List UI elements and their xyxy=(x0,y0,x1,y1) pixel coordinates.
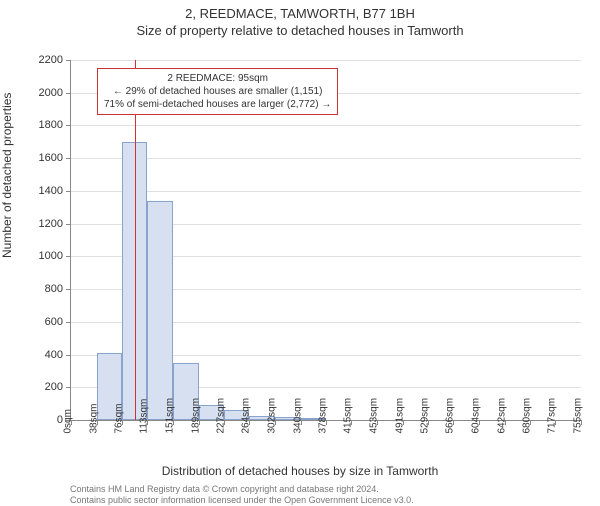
footer-line-2: Contains public sector information licen… xyxy=(70,495,414,506)
y-tick xyxy=(66,60,71,61)
y-tick-label: 600 xyxy=(23,316,63,328)
grid-line xyxy=(71,60,581,61)
grid-line xyxy=(71,191,581,192)
y-tick xyxy=(66,355,71,356)
y-tick-label: 1800 xyxy=(23,119,63,131)
y-tick-label: 1000 xyxy=(23,250,63,262)
y-tick xyxy=(66,191,71,192)
y-tick xyxy=(66,256,71,257)
annotation-box: 2 REEDMACE: 95sqm← 29% of detached house… xyxy=(97,68,338,115)
y-tick-label: 2000 xyxy=(23,87,63,99)
annotation-line: 2 REEDMACE: 95sqm xyxy=(104,72,331,85)
y-tick xyxy=(66,387,71,388)
y-tick xyxy=(66,125,71,126)
histogram-chart: 0200400600800100012001400160018002000220… xyxy=(70,60,581,421)
y-tick-label: 1400 xyxy=(23,185,63,197)
histogram-bar xyxy=(147,201,173,420)
y-tick xyxy=(66,224,71,225)
y-tick-label: 200 xyxy=(23,381,63,393)
y-tick-label: 1600 xyxy=(23,152,63,164)
grid-line xyxy=(71,125,581,126)
footer-attribution: Contains HM Land Registry data © Crown c… xyxy=(70,484,414,506)
y-axis-label: Number of detached properties xyxy=(0,228,14,258)
y-tick-label: 400 xyxy=(23,349,63,361)
y-tick xyxy=(66,158,71,159)
y-tick xyxy=(66,93,71,94)
y-tick-label: 0 xyxy=(23,414,63,426)
grid-line xyxy=(71,158,581,159)
y-tick-label: 2200 xyxy=(23,54,63,66)
y-tick-label: 800 xyxy=(23,283,63,295)
y-tick xyxy=(66,289,71,290)
page-subtitle: Size of property relative to detached ho… xyxy=(0,23,600,38)
annotation-line: 71% of semi-detached houses are larger (… xyxy=(104,98,331,111)
footer-line-1: Contains HM Land Registry data © Crown c… xyxy=(70,484,414,495)
page-title: 2, REEDMACE, TAMWORTH, B77 1BH xyxy=(0,6,600,21)
y-tick xyxy=(66,322,71,323)
annotation-line: ← 29% of detached houses are smaller (1,… xyxy=(104,85,331,98)
y-tick-label: 1200 xyxy=(23,218,63,230)
x-axis-label: Distribution of detached houses by size … xyxy=(0,464,600,478)
